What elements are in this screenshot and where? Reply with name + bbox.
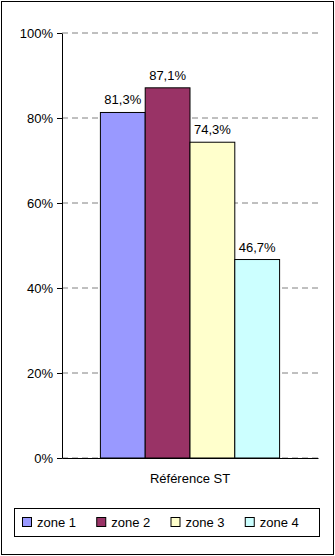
legend-frame (15, 509, 320, 537)
chart: 0% 20% 40% 60% 80% 100% Référence ST 81,3% 87,1%… (0, 0, 335, 556)
data-label: 74,3% (194, 122, 231, 137)
legend-label: zone 2 (111, 515, 150, 530)
data-labels: 81,3% 87,1% 74,3% 46,7% (104, 68, 276, 255)
legend-swatch (245, 518, 254, 527)
legend-label: zone 4 (260, 515, 299, 530)
bars (100, 88, 279, 458)
data-label: 87,1% (149, 68, 186, 83)
y-tick-mark (57, 118, 62, 119)
y-tick-mark (57, 33, 62, 34)
bar (145, 88, 190, 458)
y-axis: 0% 20% 40% 60% 80% 100% (20, 26, 63, 466)
legend-item: zone 1 (23, 515, 77, 530)
legend-swatch (23, 518, 32, 527)
y-tick-label: 40% (27, 281, 53, 296)
y-tick: 60% (27, 196, 62, 211)
y-tick-mark (57, 203, 62, 204)
bar (190, 142, 235, 458)
x-axis: Référence ST (63, 458, 319, 486)
legend-label: zone 3 (186, 515, 225, 530)
chart-frame (2, 2, 334, 555)
y-tick-mark (57, 458, 62, 459)
legend-item: zone 3 (171, 515, 225, 530)
legend-item: zone 4 (245, 515, 299, 530)
y-tick: 40% (27, 281, 62, 296)
data-label: 46,7% (239, 240, 276, 255)
y-tick-mark (57, 373, 62, 374)
bar (235, 260, 280, 458)
y-tick-label: 100% (20, 26, 54, 41)
legend-item: zone 2 (97, 515, 151, 530)
legend-swatch (171, 518, 180, 527)
x-tick: Référence ST (150, 458, 230, 486)
grid-line (62, 33, 318, 34)
y-tick-mark (57, 288, 62, 289)
legend: zone 1 zone 2 zone 3 zone 4 (15, 509, 320, 537)
y-tick-label: 0% (34, 451, 53, 466)
grid (62, 33, 318, 458)
data-label: 81,3% (104, 92, 141, 107)
bar (100, 112, 145, 458)
y-axis-line (62, 34, 63, 459)
y-tick: 20% (27, 366, 62, 381)
legend-swatch (97, 518, 106, 527)
y-tick: 0% (34, 451, 62, 466)
y-tick: 100% (20, 26, 62, 41)
y-tick-label: 20% (27, 366, 53, 381)
y-tick: 80% (27, 111, 62, 126)
y-tick-label: 60% (27, 196, 53, 211)
x-tick-label: Référence ST (150, 471, 230, 486)
y-tick-label: 80% (27, 111, 53, 126)
legend-label: zone 1 (37, 515, 76, 530)
x-axis-line (63, 458, 319, 459)
